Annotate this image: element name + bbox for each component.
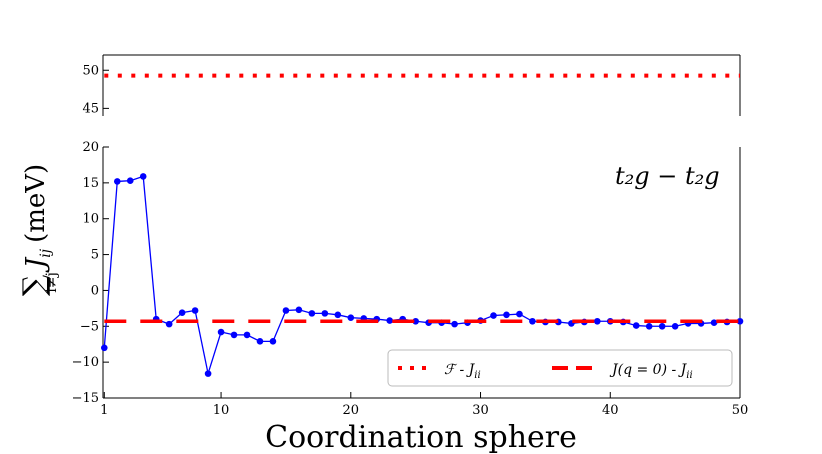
data-point [490, 312, 497, 319]
data-point [178, 309, 186, 316]
data-point [191, 307, 199, 314]
data-point [100, 344, 108, 352]
upper-y-tick-label: 50 [82, 63, 99, 78]
data-point [256, 338, 264, 345]
series-line-sum-jij [103, 175, 741, 374]
legend-label-Jq0-Jii: J(q = 0) - Jii [609, 362, 693, 381]
data-point [710, 319, 718, 327]
data-point [269, 338, 277, 345]
data-point [334, 311, 342, 319]
legend-label-F-Jii: ℱ - Jii [444, 362, 481, 381]
data-point [139, 173, 147, 180]
data-point [386, 317, 394, 324]
x-tick-label: 40 [602, 403, 619, 418]
data-point [321, 310, 329, 317]
data-point [295, 306, 303, 314]
lower-y-tick-label: 15 [82, 176, 99, 191]
data-point [165, 320, 173, 328]
x-ticks: 1 10 20 30 40 50 [100, 392, 748, 418]
data-point [126, 177, 134, 185]
data-point [230, 331, 238, 339]
data-point [671, 322, 679, 330]
data-point [308, 310, 316, 317]
upper-panel: 45 50 [82, 54, 741, 116]
lower-panel: −15 −10 −5 0 5 10 15 20 1 10 20 30 40 50 [72, 140, 749, 418]
lower-y-tick-label: 0 [91, 283, 99, 298]
legend: ℱ - Jii J(q = 0) - Jii [387, 349, 733, 387]
svg-text:∑i≠jJij(meV): ∑i≠jJij(meV) [17, 164, 60, 296]
upper-y-tick-label: 45 [82, 101, 99, 116]
data-point [593, 317, 601, 325]
lower-y-tick-label: −5 [80, 319, 99, 334]
annotation-t2g-t2g: t₂g − t₂g [615, 162, 720, 190]
data-point [736, 317, 744, 325]
lower-y-tick-label: 5 [91, 248, 99, 263]
x-tick-label: 20 [343, 403, 360, 418]
data-point [217, 328, 225, 336]
y-axis-title: ∑i≠jJij(meV) [17, 164, 60, 296]
data-point [451, 320, 458, 328]
data-point [204, 370, 212, 377]
data-point [632, 322, 640, 329]
upper-y-ticks: 45 50 [82, 63, 109, 116]
data-point [113, 178, 121, 185]
data-point [658, 322, 666, 330]
data-point [516, 310, 523, 318]
data-point [529, 317, 536, 325]
data-point [243, 331, 251, 339]
x-tick-label: 50 [732, 403, 749, 418]
x-tick-label: 1 [100, 403, 108, 418]
x-tick-label: 30 [472, 403, 489, 418]
lower-series [100, 173, 744, 377]
x-tick-label: 10 [213, 403, 230, 418]
lower-y-tick-label: 20 [82, 140, 99, 155]
x-axis-title: Coordination sphere [265, 420, 577, 454]
lower-y-tick-label: 10 [82, 212, 99, 227]
lower-y-ticks: −15 −10 −5 0 5 10 15 20 [72, 140, 109, 406]
lower-y-tick-label: −10 [72, 355, 99, 370]
data-point [503, 311, 510, 319]
data-point [347, 314, 355, 321]
lower-y-tick-label: −15 [72, 391, 99, 406]
data-point [645, 322, 653, 330]
data-point [282, 307, 290, 314]
